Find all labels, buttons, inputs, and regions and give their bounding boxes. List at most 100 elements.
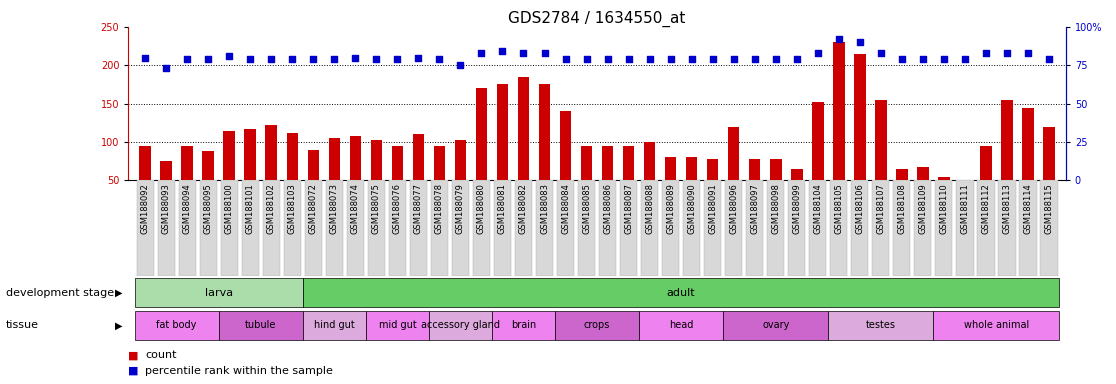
Bar: [287, 133, 298, 180]
Point: [683, 56, 701, 62]
Text: GSM188108: GSM188108: [897, 184, 906, 234]
Bar: [917, 167, 929, 180]
Text: tissue: tissue: [6, 320, 39, 331]
Bar: [980, 146, 992, 180]
Text: GSM188086: GSM188086: [603, 184, 612, 234]
Bar: [202, 151, 214, 180]
FancyBboxPatch shape: [473, 180, 490, 276]
Point: [662, 56, 680, 62]
Point: [850, 39, 868, 45]
FancyBboxPatch shape: [536, 180, 554, 276]
Point: [367, 56, 385, 62]
Bar: [875, 100, 886, 180]
Text: hind gut: hind gut: [314, 320, 355, 331]
Point: [998, 50, 1016, 56]
FancyBboxPatch shape: [662, 180, 680, 276]
Point: [241, 56, 259, 62]
Point: [745, 56, 763, 62]
FancyBboxPatch shape: [620, 180, 637, 276]
Bar: [812, 102, 824, 180]
Text: development stage: development stage: [6, 288, 114, 298]
Bar: [413, 134, 424, 180]
FancyBboxPatch shape: [978, 180, 994, 276]
Bar: [665, 157, 676, 180]
FancyBboxPatch shape: [135, 311, 219, 340]
Point: [619, 56, 637, 62]
Text: GSM188103: GSM188103: [288, 184, 297, 234]
Text: GSM188092: GSM188092: [141, 184, 150, 234]
Point: [809, 50, 827, 56]
Bar: [644, 142, 655, 180]
Point: [935, 56, 953, 62]
Text: GSM188107: GSM188107: [876, 184, 885, 234]
Text: GSM188097: GSM188097: [750, 184, 759, 234]
Point: [388, 56, 406, 62]
Text: GSM188080: GSM188080: [477, 184, 485, 234]
Text: GSM188076: GSM188076: [393, 184, 402, 234]
Bar: [161, 161, 172, 180]
Text: GSM188093: GSM188093: [162, 184, 171, 234]
Point: [1019, 50, 1037, 56]
Text: GSM188082: GSM188082: [519, 184, 528, 234]
FancyBboxPatch shape: [873, 180, 889, 276]
Point: [200, 56, 218, 62]
Point: [220, 53, 238, 59]
Point: [410, 55, 427, 61]
FancyBboxPatch shape: [725, 180, 742, 276]
Point: [704, 56, 722, 62]
Bar: [266, 125, 277, 180]
Text: GSM188105: GSM188105: [835, 184, 844, 234]
FancyBboxPatch shape: [639, 311, 723, 340]
Text: mid gut: mid gut: [378, 320, 416, 331]
Text: percentile rank within the sample: percentile rank within the sample: [145, 366, 333, 376]
FancyBboxPatch shape: [683, 180, 700, 276]
FancyBboxPatch shape: [828, 311, 933, 340]
Text: GSM188084: GSM188084: [561, 184, 570, 234]
Bar: [749, 159, 760, 180]
Bar: [539, 84, 550, 180]
Point: [956, 56, 974, 62]
Text: tubule: tubule: [246, 320, 277, 331]
Bar: [497, 84, 508, 180]
Point: [976, 50, 994, 56]
Point: [262, 56, 280, 62]
Text: GSM188079: GSM188079: [456, 184, 465, 234]
FancyBboxPatch shape: [136, 180, 154, 276]
Text: testes: testes: [866, 320, 896, 331]
Bar: [1043, 127, 1055, 180]
Bar: [706, 159, 719, 180]
FancyBboxPatch shape: [830, 180, 847, 276]
Bar: [371, 140, 382, 180]
Bar: [939, 177, 950, 180]
Text: GSM188098: GSM188098: [771, 184, 780, 234]
Bar: [1022, 108, 1033, 180]
Bar: [223, 131, 235, 180]
Text: GSM188073: GSM188073: [330, 184, 339, 234]
FancyBboxPatch shape: [302, 278, 1059, 308]
Point: [283, 56, 301, 62]
FancyBboxPatch shape: [914, 180, 932, 276]
Text: GSM188091: GSM188091: [709, 184, 718, 234]
FancyBboxPatch shape: [452, 180, 469, 276]
Text: GSM188087: GSM188087: [624, 184, 633, 234]
Text: fat body: fat body: [156, 320, 196, 331]
FancyBboxPatch shape: [219, 311, 302, 340]
Point: [788, 56, 806, 62]
Point: [767, 56, 785, 62]
Text: ovary: ovary: [762, 320, 789, 331]
Text: GSM188111: GSM188111: [961, 184, 970, 234]
Bar: [728, 127, 740, 180]
Bar: [182, 146, 193, 180]
Bar: [580, 146, 593, 180]
Text: head: head: [668, 320, 693, 331]
FancyBboxPatch shape: [767, 180, 785, 276]
Text: GSM188100: GSM188100: [224, 184, 233, 234]
Text: GSM188085: GSM188085: [583, 184, 591, 234]
Text: ■: ■: [128, 366, 138, 376]
Text: GSM188077: GSM188077: [414, 184, 423, 234]
Point: [346, 55, 364, 61]
Bar: [791, 169, 802, 180]
FancyBboxPatch shape: [933, 311, 1059, 340]
FancyBboxPatch shape: [262, 180, 280, 276]
FancyBboxPatch shape: [431, 180, 448, 276]
